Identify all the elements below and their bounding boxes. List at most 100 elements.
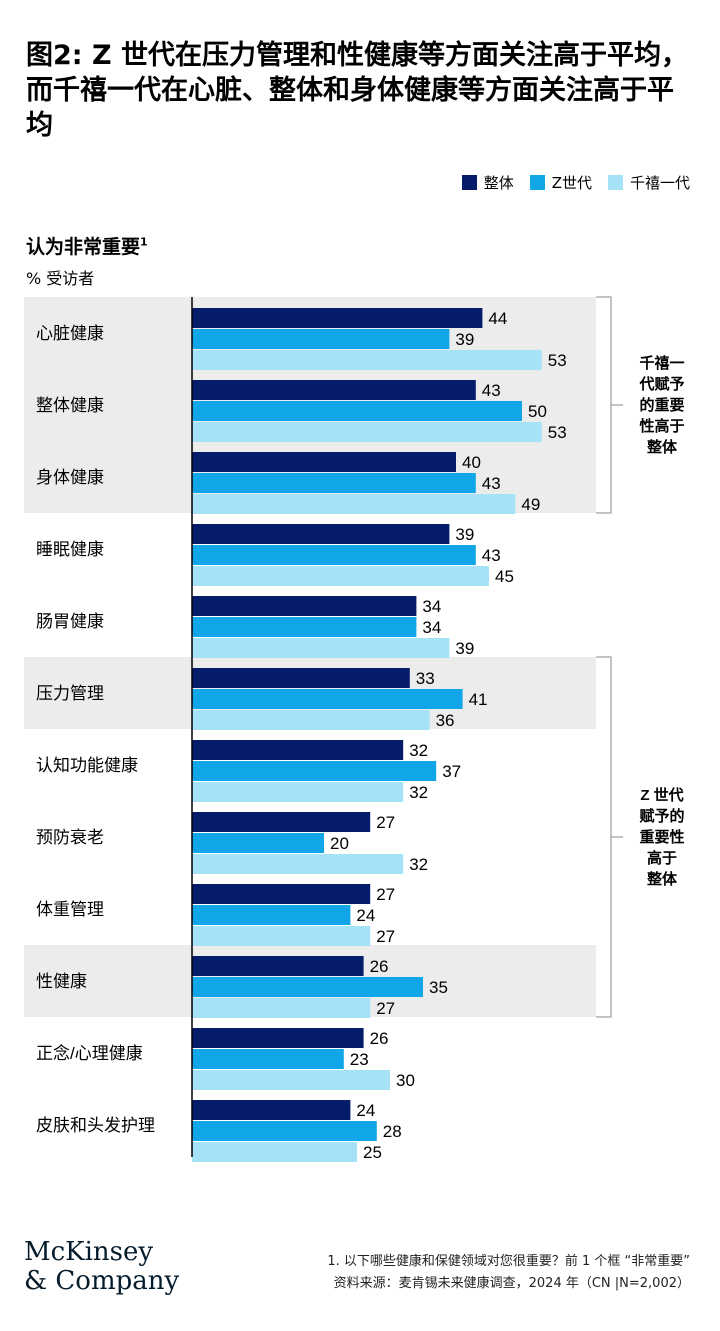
bar xyxy=(192,1100,351,1120)
chart-subtitle: 认为非常重要1 xyxy=(26,232,148,259)
data-label: 43 xyxy=(482,546,501,565)
legend-item-millennial: 千禧一代 xyxy=(607,172,690,193)
bar xyxy=(192,833,324,853)
data-label: 23 xyxy=(350,1050,369,1069)
data-label: 28 xyxy=(383,1122,402,1141)
category-label: 压力管理 xyxy=(36,684,104,703)
data-label: 43 xyxy=(482,474,501,493)
bar xyxy=(192,524,450,544)
bar xyxy=(192,1070,390,1090)
mckinsey-logo: McKinsey & Company xyxy=(24,1238,179,1296)
annotation-bracket xyxy=(596,296,623,514)
data-label: 32 xyxy=(409,741,428,760)
bar xyxy=(192,740,404,760)
bar xyxy=(192,854,404,874)
bar xyxy=(192,1142,357,1162)
bar xyxy=(192,956,364,976)
annotation-bracket xyxy=(596,656,623,1018)
data-label: 32 xyxy=(409,855,428,874)
bar xyxy=(192,308,483,328)
data-label: 40 xyxy=(462,453,481,472)
annotation-label-line: Z 世代 xyxy=(640,786,683,804)
bar xyxy=(192,998,371,1018)
data-label: 27 xyxy=(376,999,395,1018)
page-title: 图2: Z 世代在压力管理和性健康等方面关注高于平均，而千禧一代在心脏、整体和身… xyxy=(26,40,688,141)
data-label: 41 xyxy=(469,690,488,709)
annotation-label-line: 赋予的 xyxy=(639,807,684,825)
data-label: 20 xyxy=(330,834,349,853)
footnote-source: 资料来源：麦肯锡未来健康调查，2024 年（CN |N=2,002） xyxy=(333,1276,690,1291)
legend-item-overall: 整体 xyxy=(461,172,514,193)
data-label: 53 xyxy=(548,351,567,370)
annotation-label-line: 重要性 xyxy=(639,828,684,846)
category-label: 睡眠健康 xyxy=(36,540,104,559)
data-label: 27 xyxy=(376,885,395,904)
bar xyxy=(192,452,456,472)
annotation-label-line: 整体 xyxy=(647,870,678,888)
category-label: 身体健康 xyxy=(36,468,104,487)
data-label: 32 xyxy=(409,783,428,802)
legend-item-genz: Z世代 xyxy=(529,172,592,193)
legend-swatch-overall xyxy=(461,175,477,190)
category-label: 体重管理 xyxy=(36,900,104,919)
unit-label: % 受访者 xyxy=(26,269,95,288)
category-label: 整体健康 xyxy=(36,396,104,415)
chart-legend: 整体 Z世代 千禧一代 xyxy=(461,172,690,193)
bar xyxy=(192,1049,344,1069)
legend-label-genz: Z世代 xyxy=(551,174,592,192)
category-label: 预防衰老 xyxy=(36,828,104,847)
logo-line-2: & Company xyxy=(24,1266,180,1296)
data-label: 26 xyxy=(370,1029,389,1048)
bar xyxy=(192,884,371,904)
bar xyxy=(192,596,417,616)
bar xyxy=(192,689,463,709)
bar xyxy=(192,782,404,802)
data-label: 39 xyxy=(455,639,474,658)
bar xyxy=(192,905,351,925)
data-label: 26 xyxy=(370,957,389,976)
legend-label-millennial: 千禧一代 xyxy=(629,174,690,192)
data-label: 39 xyxy=(455,525,474,544)
bar xyxy=(192,638,450,658)
legend-swatch-genz xyxy=(529,175,545,190)
data-label: 37 xyxy=(442,762,461,781)
data-label: 39 xyxy=(455,330,474,349)
data-label: 34 xyxy=(422,597,441,616)
data-label: 34 xyxy=(422,618,441,637)
category-label: 肠胃健康 xyxy=(36,612,104,631)
bar xyxy=(192,401,522,421)
bar xyxy=(192,494,516,514)
bar xyxy=(192,977,423,997)
data-label: 27 xyxy=(376,813,395,832)
annotation-label-line: 高于 xyxy=(647,849,677,867)
bar xyxy=(192,812,371,832)
data-label: 27 xyxy=(376,927,395,946)
data-label: 25 xyxy=(363,1143,382,1162)
data-label: 50 xyxy=(528,402,547,421)
bar xyxy=(192,545,476,565)
annotation-label-line: 整体 xyxy=(647,438,678,456)
data-label: 49 xyxy=(521,495,540,514)
footnote-note: 1. 以下哪些健康和保健领域对您很重要？前 1 个框 “非常重要” xyxy=(327,1254,690,1269)
data-label: 36 xyxy=(436,711,455,730)
bar xyxy=(192,710,430,730)
data-label: 24 xyxy=(356,1101,375,1120)
bar xyxy=(192,1121,377,1141)
bar xyxy=(192,380,476,400)
data-label: 53 xyxy=(548,423,567,442)
bar xyxy=(192,1028,364,1048)
bar xyxy=(192,422,542,442)
category-label: 性健康 xyxy=(36,972,87,991)
category-label: 正念/心理健康 xyxy=(36,1043,143,1063)
annotation-label-line: 的重要 xyxy=(639,396,684,414)
bar xyxy=(192,617,417,637)
annotation-label-line: 代赋予 xyxy=(638,375,684,393)
data-label: 43 xyxy=(482,381,501,400)
annotation-label-line: 千禧一 xyxy=(639,354,684,372)
annotation-label-line: 性高于 xyxy=(639,417,684,435)
logo-line-1: McKinsey xyxy=(24,1237,154,1267)
bar xyxy=(192,329,450,349)
bar xyxy=(192,473,476,493)
data-label: 33 xyxy=(416,669,435,688)
